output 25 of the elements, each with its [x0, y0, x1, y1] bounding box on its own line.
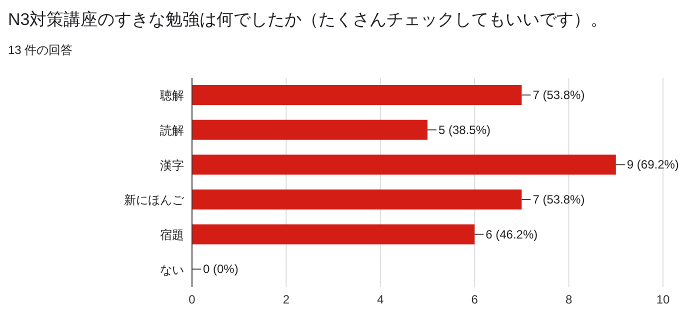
chart-title: N3対策講座のすきな勉強は何でしたか（たくさんチェックしてもいいです）。	[8, 9, 608, 31]
bar	[192, 190, 522, 210]
x-tick-label: 6	[471, 292, 478, 307]
bar	[192, 120, 428, 140]
y-tick-label: 読解	[160, 124, 184, 138]
bar	[192, 85, 522, 105]
data-label: 0 (0%)	[203, 262, 238, 276]
y-tick-label: 聴解	[160, 88, 184, 103]
y-tick-label: ない	[160, 262, 184, 277]
y-tick-label: 宿題	[160, 228, 184, 242]
x-tick-label: 10	[656, 292, 670, 307]
text: 13 件の回答	[8, 42, 73, 59]
data-label: 5 (38.5%)	[438, 122, 491, 137]
x-tick-label: 0	[188, 292, 196, 307]
x-tick-label: 8	[565, 292, 572, 307]
y-tick-label: 漢字	[160, 158, 184, 172]
bar	[192, 154, 616, 175]
data-label: 7 (53.8%)	[532, 192, 585, 206]
x-tick-label: 4	[377, 292, 384, 307]
x-tick-label: 2	[282, 292, 290, 307]
data-label: 9 (69.2%)	[626, 158, 679, 172]
data-label: 7 (53.8%)	[532, 88, 585, 102]
y-tick-label: 新にほんご	[124, 193, 185, 208]
data-label: 6 (46.2%)	[486, 227, 538, 242]
bar	[192, 224, 475, 244]
